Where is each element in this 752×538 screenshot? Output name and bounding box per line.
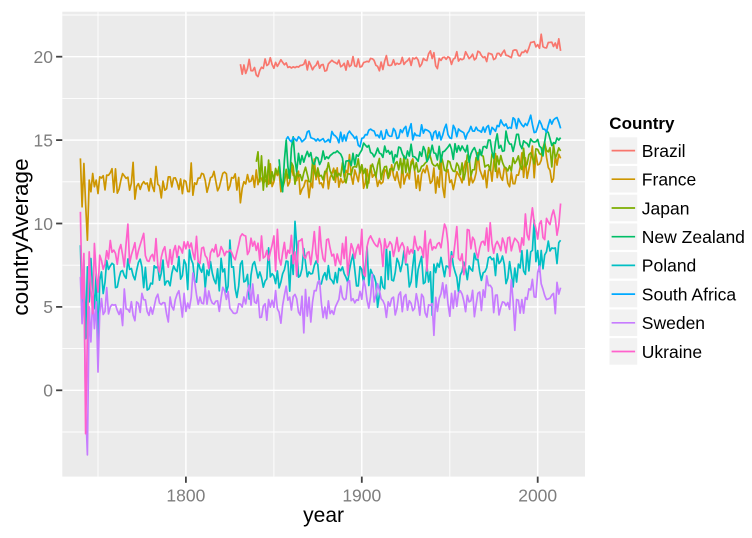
svg-text:Country: Country xyxy=(609,114,675,133)
svg-text:Brazil: Brazil xyxy=(642,141,686,161)
svg-text:France: France xyxy=(642,170,696,190)
svg-text:Japan: Japan xyxy=(642,198,690,218)
svg-text:countryAverage: countryAverage xyxy=(8,158,33,315)
svg-text:Ukraine: Ukraine xyxy=(642,342,702,362)
svg-text:South Africa: South Africa xyxy=(642,284,737,304)
svg-text:2000: 2000 xyxy=(518,485,557,505)
svg-text:5: 5 xyxy=(43,297,53,317)
svg-text:Poland: Poland xyxy=(642,256,697,276)
svg-text:1900: 1900 xyxy=(342,485,381,505)
svg-text:1800: 1800 xyxy=(166,485,205,505)
svg-text:0: 0 xyxy=(43,381,53,401)
svg-text:10: 10 xyxy=(34,214,54,234)
svg-text:Sweden: Sweden xyxy=(642,313,705,333)
svg-text:year: year xyxy=(303,504,344,527)
svg-text:New Zealand: New Zealand xyxy=(642,227,745,247)
svg-text:15: 15 xyxy=(34,131,53,151)
svg-text:20: 20 xyxy=(34,47,54,67)
